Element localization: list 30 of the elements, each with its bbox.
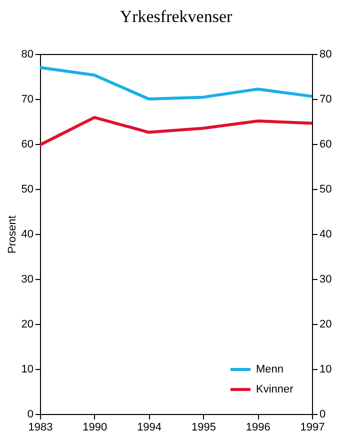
legend-label: Menn: [256, 364, 284, 376]
y2-tick-label: 70: [320, 94, 332, 106]
x-tick-label: 1996: [246, 422, 270, 434]
x-tick-label: 1994: [137, 422, 162, 434]
y-tick-label: 30: [21, 274, 34, 286]
y2-tick-label: 10: [320, 364, 332, 376]
y2-tick-label: 30: [320, 274, 332, 286]
y2-tick-label: 60: [320, 138, 332, 150]
y2-tick-label: 50: [320, 184, 332, 196]
x-tick-label: 1995: [191, 422, 216, 434]
x-tick-label: 1983: [28, 422, 53, 434]
y-tick-label: 10: [21, 364, 34, 376]
y2-tick-label: 80: [320, 48, 332, 60]
chart-title: Yrkesfrekvenser: [120, 7, 232, 26]
x-tick-label: 1997: [300, 422, 325, 434]
line-series: [38, 66, 314, 100]
y-tick-label: 60: [21, 138, 34, 150]
y-tick-label: 0: [27, 408, 34, 420]
y-tick-label: 40: [21, 228, 34, 240]
y2-tick-label: 40: [320, 228, 332, 240]
y-tick-label: 80: [21, 48, 34, 60]
y-tick-label: 50: [21, 184, 34, 196]
x-tick-label: 1990: [82, 422, 108, 434]
y-axis-title: Prosent: [6, 216, 18, 254]
legend-label: Kvinner: [256, 384, 294, 396]
y-tick-label: 70: [21, 94, 34, 106]
y-tick-label: 20: [21, 318, 34, 330]
line-series: [38, 116, 314, 146]
y2-tick-label: 0: [320, 408, 326, 420]
y2-tick-label: 20: [320, 318, 332, 330]
